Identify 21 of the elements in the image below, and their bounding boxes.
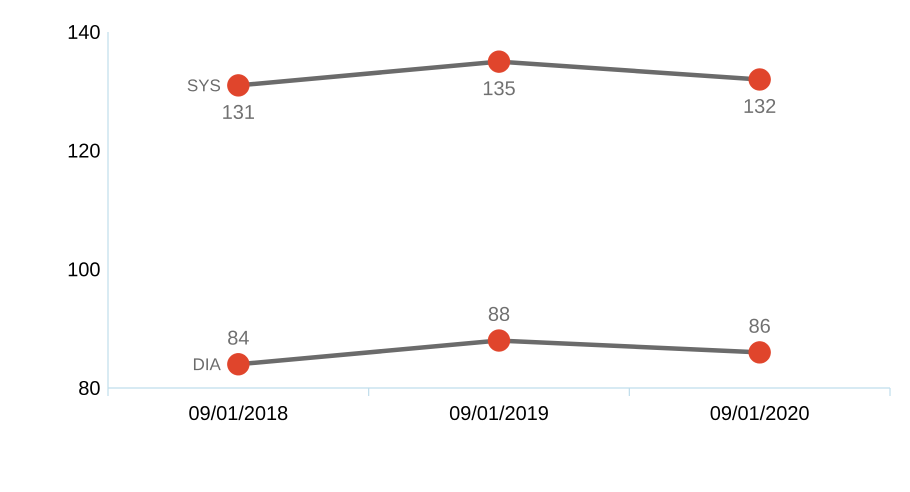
legend-label: SYS [188,79,220,92]
y-tick-label: 140 [68,24,100,40]
point [488,50,510,73]
point [488,329,510,352]
data-label: 132 [744,98,776,114]
point [748,68,771,91]
data-label: 84 [228,330,249,345]
data-label: 131 [223,104,254,120]
legend-label: DIA [194,358,221,370]
point [227,353,250,376]
y-tick-label: 80 [79,380,100,396]
data-label: 88 [488,306,510,322]
data-label: 135 [484,81,515,96]
point [227,74,250,97]
y-tick-label: 100 [68,262,100,276]
point [748,341,771,364]
data-label: 86 [749,318,770,333]
y-tick-label: 120 [68,144,100,158]
x-tick-label: 09/01/2019 [450,406,548,420]
x-tick-label: 09/01/2018 [189,406,288,420]
x-tick-label: 09/01/2020 [710,406,809,420]
